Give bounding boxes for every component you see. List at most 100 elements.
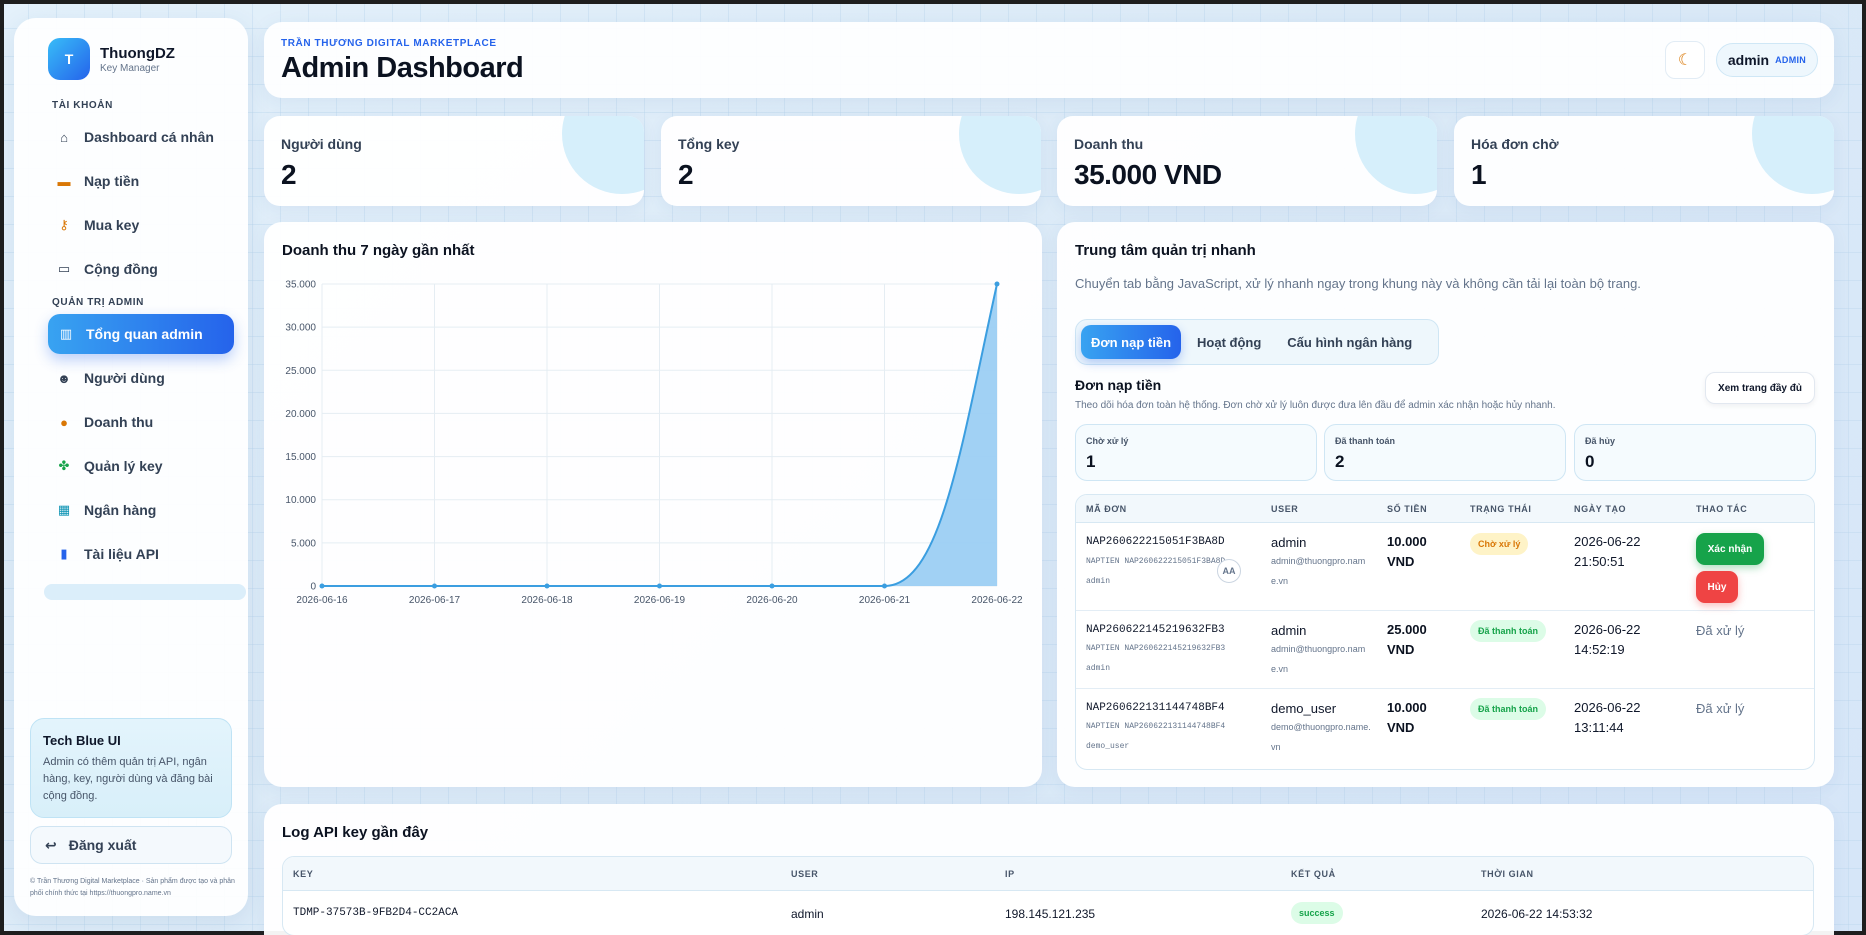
- table-row: NAP260622215051F3BA8D NAPTIEN NAP2606222…: [1076, 523, 1814, 611]
- mini-stat-pending: Chờ xử lý 1: [1075, 424, 1317, 481]
- order-user: admin: [1271, 535, 1307, 550]
- sidebar-item-users[interactable]: ☻ Người dùng: [28, 358, 234, 398]
- sidebar-scrollbar[interactable]: [44, 584, 246, 600]
- order-amount: 10.000 VND: [1387, 534, 1427, 569]
- api-log-panel: Log API key gần đây KEY USER IP KẾT QUẢ …: [264, 804, 1834, 935]
- sidebar-item-label: Dashboard cá nhân: [84, 129, 214, 145]
- mini-stat-label: Đã thanh toán: [1335, 436, 1395, 446]
- stat-value: 2: [281, 159, 297, 190]
- sidebar-item-label: Nạp tiền: [84, 173, 140, 189]
- data-point: [432, 583, 437, 589]
- order-date: 2026-06-22 14:52:19: [1574, 622, 1641, 657]
- sidebar-item-buy-key[interactable]: ⚷ Mua key: [28, 205, 234, 245]
- y-tick-label: 20.000: [285, 409, 316, 420]
- tab-activity[interactable]: Hoạt động: [1197, 334, 1262, 350]
- x-tick-label: 2026-06-20: [746, 595, 798, 606]
- tab-bank-config[interactable]: Cấu hình ngân hàng: [1287, 334, 1413, 350]
- quick-admin-title: Trung tâm quản trị nhanh: [1075, 242, 1256, 259]
- sidebar-item-label: Quản lý key: [84, 458, 163, 474]
- user-menu[interactable]: admin ADMIN: [1716, 43, 1818, 77]
- cancel-button[interactable]: Hủy: [1696, 571, 1738, 603]
- sidebar-item-bank[interactable]: ▦ Ngân hàng: [28, 490, 234, 530]
- theme-toggle-button[interactable]: ☾: [1665, 41, 1705, 79]
- header: TRẦN THƯƠNG DIGITAL MARKETPLACE Admin Da…: [264, 22, 1834, 98]
- order-user: demo_user: [1271, 701, 1337, 716]
- chat-icon: ▭: [57, 261, 71, 276]
- order-email: admin@thuongpro.name.vn: [1271, 556, 1366, 586]
- stat-card-revenue: Doanh thu 35.000 VND: [1057, 116, 1437, 206]
- table-header: MÃ ĐƠN USER SỐ TIỀN TRẠNG THÁI NGÀY TẠO …: [1076, 495, 1814, 523]
- column-header: TRẠNG THÁI: [1470, 504, 1532, 514]
- brand[interactable]: T ThuongDZ Key Manager: [28, 38, 234, 80]
- sidebar-item-dashboard[interactable]: ⌂ Dashboard cá nhân: [28, 117, 234, 157]
- mini-stat-value: 1: [1086, 452, 1096, 471]
- tip-card: Tech Blue UI Admin có thêm quản trị API,…: [30, 718, 232, 818]
- order-note: NAPTIEN NAP260622131144748BF4: [1086, 722, 1226, 731]
- chart-icon: ▥: [59, 326, 73, 341]
- stat-card-pending-invoices: Hóa đơn chờ 1: [1454, 116, 1834, 206]
- money-bag-icon: ●: [60, 414, 68, 430]
- order-code: NAP260622131144748BF4: [1086, 702, 1225, 714]
- order-email: admin@thuongpro.name.vn: [1271, 644, 1366, 674]
- order-code: NAP260622215051F3BA8D: [1086, 536, 1225, 548]
- card-icon: ▬: [57, 173, 71, 189]
- stat-decoration: [1355, 116, 1437, 194]
- stat-value: 35.000 VND: [1074, 159, 1222, 190]
- sidebar-item-admin-overview[interactable]: ▥ Tổng quan admin: [48, 314, 234, 354]
- window-frame-right: [1862, 0, 1866, 935]
- order-amount: 10.000 VND: [1387, 700, 1427, 735]
- log-user: admin: [791, 907, 824, 921]
- logout-label: Đăng xuất: [68, 837, 137, 853]
- column-header: MÃ ĐƠN: [1086, 504, 1127, 514]
- quick-admin-description: Chuyển tab bằng JavaScript, xử lý nhanh …: [1075, 276, 1641, 291]
- sidebar-item-label: Tổng quan admin: [86, 326, 203, 342]
- confirm-button[interactable]: Xác nhận: [1696, 533, 1764, 565]
- order-amount: 25.000 VND: [1387, 622, 1427, 657]
- sidebar-item-label: Người dùng: [84, 370, 165, 386]
- column-header: THAO TÁC: [1696, 504, 1748, 514]
- sidebar-item-community[interactable]: ▭ Cộng đồng: [28, 249, 234, 289]
- logout-icon: ↩: [45, 836, 57, 853]
- api-log-table: KEY USER IP KẾT QUẢ THỜI GIAN TDMP-37573…: [282, 856, 1814, 935]
- logout-button[interactable]: ↩ Đăng xuất: [30, 826, 232, 864]
- quick-admin-panel: Trung tâm quản trị nhanh Chuyển tab bằng…: [1057, 222, 1834, 787]
- stat-label: Tổng key: [678, 136, 740, 152]
- column-header: USER: [1271, 504, 1299, 514]
- data-point: [769, 583, 775, 589]
- x-tick-label: 2026-06-16: [296, 595, 348, 606]
- quick-admin-tabs: Đơn nạp tiền Hoạt động Cấu hình ngân hàn…: [1075, 319, 1439, 365]
- sidebar: T ThuongDZ Key Manager TÀI KHOẢN ⌂ Dashb…: [14, 18, 248, 916]
- order-note: NAPTIEN NAP260622145219632FB3: [1086, 644, 1226, 653]
- x-tick-label: 2026-06-17: [409, 595, 461, 606]
- window-frame-top: [0, 0, 1866, 4]
- revenue-line: [322, 283, 998, 587]
- log-time: 2026-06-22 14:53:32: [1481, 907, 1593, 921]
- table-row: NAP260622131144748BF4 NAPTIEN NAP2606221…: [1076, 689, 1814, 769]
- order-code: NAP260622145219632FB3: [1086, 624, 1225, 636]
- stat-label: Doanh thu: [1074, 136, 1144, 152]
- moon-icon: ☾: [1677, 52, 1693, 69]
- sidebar-item-label: Doanh thu: [84, 414, 154, 430]
- column-header: KẾT QUẢ: [1291, 869, 1336, 879]
- mini-stat-value: 0: [1585, 452, 1595, 471]
- column-header: IP: [1005, 869, 1015, 879]
- sidebar-item-label: Ngân hàng: [84, 502, 157, 518]
- tab-deposit-orders[interactable]: Đơn nạp tiền: [1081, 325, 1182, 359]
- view-full-page-button[interactable]: Xem trang đầy đủ: [1705, 372, 1815, 404]
- x-tick-label: 2026-06-21: [859, 595, 911, 606]
- log-ip: 198.145.121.235: [1005, 907, 1096, 921]
- users-icon: ☻: [57, 370, 71, 386]
- sidebar-item-key-management[interactable]: ✤ Quản lý key: [28, 446, 234, 486]
- stat-decoration: [1752, 116, 1834, 194]
- header-eyebrow: TRẦN THƯƠNG DIGITAL MARKETPLACE: [281, 38, 497, 49]
- sidebar-item-revenue[interactable]: ● Doanh thu: [28, 402, 234, 442]
- stat-card-keys: Tổng key 2: [661, 116, 1041, 206]
- sidebar-item-api-docs[interactable]: ▮ Tài liệu API: [28, 534, 234, 574]
- deposit-orders-table: MÃ ĐƠN USER SỐ TIỀN TRẠNG THÁI NGÀY TẠO …: [1075, 494, 1815, 770]
- sidebar-item-deposit[interactable]: ▬ Nạp tiền: [28, 161, 234, 201]
- x-tick-label: 2026-06-19: [634, 595, 686, 606]
- order-note: NAPTIEN NAP260622215051F3BA8D: [1086, 557, 1226, 566]
- y-tick-label: 0: [310, 582, 316, 593]
- data-point: [994, 281, 1000, 287]
- status-badge: Đã thanh toán: [1470, 620, 1546, 642]
